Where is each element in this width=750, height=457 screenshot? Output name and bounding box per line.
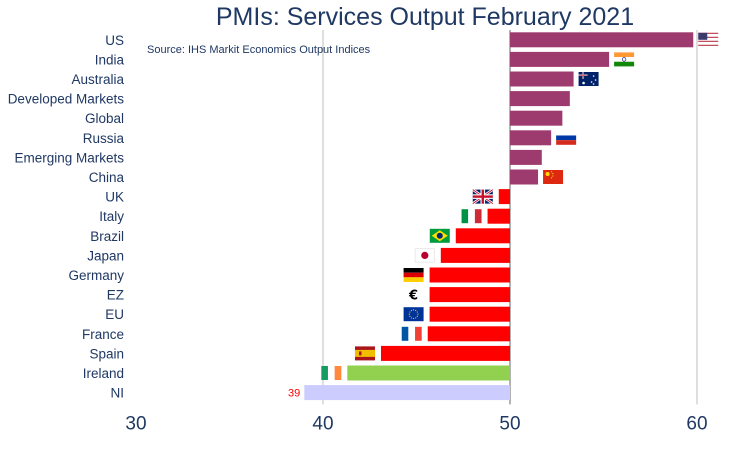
x-axis-ticks: 30 40 50 60 [125, 413, 707, 434]
japan-flag-icon [414, 248, 435, 263]
bar-russia [510, 130, 552, 146]
germany-flag-icon [403, 268, 424, 282]
category-label-us: US [105, 33, 124, 48]
category-labels: US India Australia Developed Markets Global R… [8, 33, 125, 401]
spain-flag-icon [354, 346, 375, 361]
uk-flag-icon [472, 188, 494, 205]
bar-brazil [455, 228, 510, 244]
flags: € [321, 32, 719, 380]
bar-italy [487, 208, 510, 224]
bar-developed-markets [510, 91, 570, 107]
category-label-italy: Italy [99, 209, 124, 224]
bar-ni [304, 385, 510, 401]
x-tick-40: 40 [312, 413, 333, 434]
eu-flag-icon [403, 307, 424, 322]
india-flag-icon [614, 52, 635, 67]
x-tick-60: 60 [686, 413, 707, 434]
category-label-russia: Russia [83, 131, 125, 146]
bar-eu [429, 306, 510, 322]
bar-emerging-markets [510, 149, 542, 165]
category-label-australia: Australia [71, 72, 124, 87]
bar-global [510, 110, 563, 126]
category-label-india: India [95, 52, 125, 67]
category-label-developed-markets: Developed Markets [8, 92, 125, 107]
bar-germany [429, 267, 510, 283]
x-tick-50: 50 [499, 413, 520, 434]
category-label-ni: NI [111, 386, 125, 401]
category-label-china: China [89, 170, 125, 185]
chart-title: PMIs: Services Output February 2021 [216, 3, 634, 31]
category-label-uk: UK [105, 190, 124, 205]
bar-france [427, 326, 510, 342]
category-label-emerging-markets: Emerging Markets [14, 150, 124, 165]
bar-japan [440, 247, 510, 263]
russia-flag-icon [556, 130, 577, 145]
category-label-brazil: Brazil [90, 229, 124, 244]
category-label-ireland: Ireland [83, 366, 124, 381]
source-note: Source: IHS Markit Economics Output Indi… [147, 44, 371, 56]
bar-spain [380, 345, 510, 361]
france-flag-icon [401, 326, 422, 341]
svg-text:€: € [408, 289, 418, 304]
us-flag-icon [698, 32, 719, 46]
data-labels: 39 [288, 388, 300, 400]
china-flag-icon [543, 170, 564, 184]
bar-china [510, 169, 539, 185]
category-label-japan: Japan [87, 248, 124, 263]
bar-ez [429, 287, 510, 303]
italy-flag-icon [461, 209, 482, 224]
australia-flag-icon [578, 72, 599, 86]
category-label-france: France [82, 327, 124, 342]
bar-ireland [347, 365, 510, 381]
data-label-ni: 39 [288, 388, 300, 400]
category-label-ez: EZ [107, 288, 124, 303]
category-label-eu: EU [105, 307, 124, 322]
euro-sign-icon: € [403, 287, 424, 304]
bar-india [510, 51, 610, 67]
bar-us [510, 32, 694, 48]
bar-australia [510, 71, 574, 87]
category-label-spain: Spain [89, 346, 124, 361]
x-tick-30: 30 [125, 413, 146, 434]
bars [304, 32, 694, 401]
category-label-germany: Germany [68, 268, 124, 283]
brazil-flag-icon [429, 228, 450, 243]
category-label-global: Global [85, 111, 124, 126]
ireland-flag-icon [321, 366, 342, 380]
bar-uk [498, 189, 510, 205]
